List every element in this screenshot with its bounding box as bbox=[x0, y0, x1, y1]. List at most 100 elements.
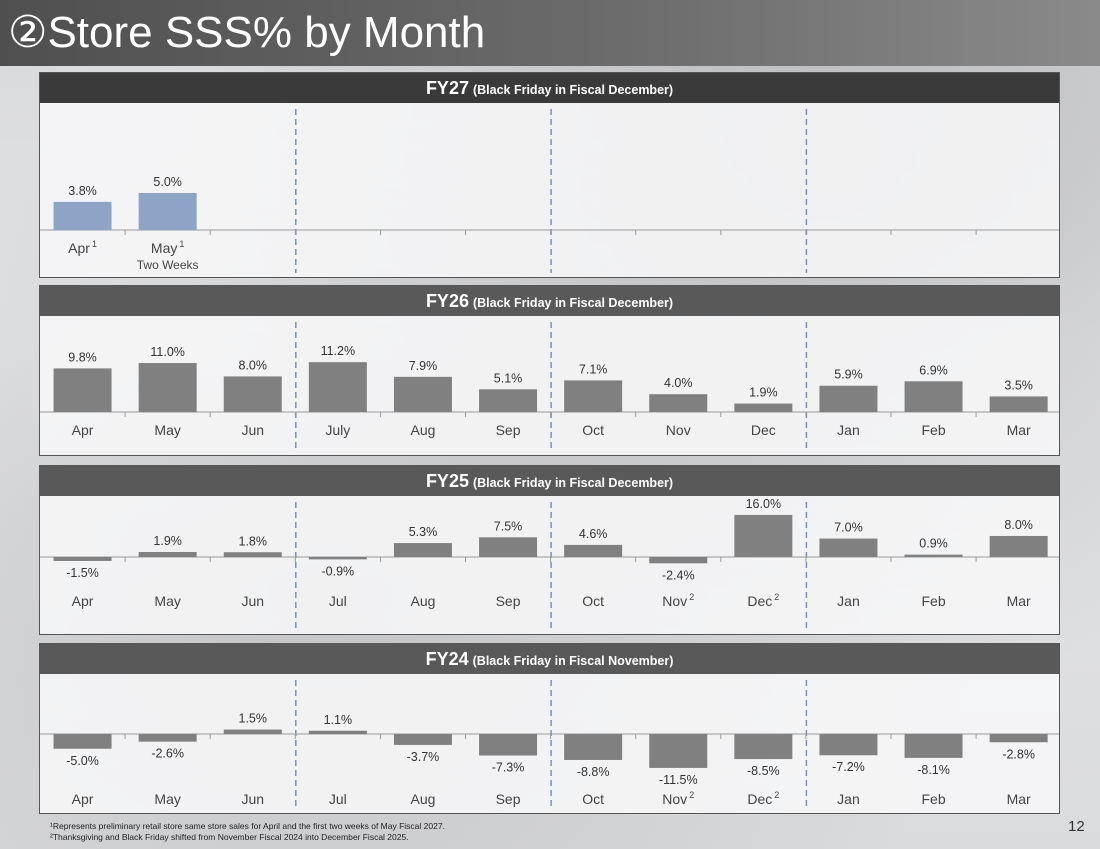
fy27-category-note-may: Two Weeks bbox=[137, 258, 199, 272]
title-bar: ②Store SSS% by Month bbox=[0, 0, 1100, 66]
fy27-panel: FY27 (Black Friday in Fiscal December) 3.… bbox=[39, 72, 1060, 278]
fy26-bar-dec bbox=[734, 403, 793, 412]
fy24-category-label-feb: Feb bbox=[921, 791, 945, 807]
fy26-bar-apr bbox=[53, 368, 112, 412]
fy24-category-label-mar: Mar bbox=[1007, 791, 1031, 807]
fy25-chart: -1.5% 1.9% 1.8% -0.9% 5.3% 7.5% 4.6% -2.4% 16.0%… bbox=[40, 497, 1059, 630]
fy27-value-label-apr: 3.8% bbox=[68, 184, 97, 198]
fy25-value-label-nov: -2.4% bbox=[662, 568, 695, 582]
fy25-value-label-oct: 4.6% bbox=[579, 527, 608, 541]
fy24-title: FY24 bbox=[425, 649, 469, 669]
fy24-bar-mar bbox=[989, 734, 1048, 743]
fy25-panel-header: FY25 (Black Friday in Fiscal December) bbox=[40, 466, 1059, 496]
fy25-category-label-dec: Dec 2 bbox=[747, 592, 779, 609]
fy25-bar-dec bbox=[734, 514, 793, 557]
fy24-category-label-dec: Dec 2 bbox=[747, 790, 779, 807]
fy25-category-label-jun: Jun bbox=[241, 593, 264, 609]
fy26-value-label-mar: 3.5% bbox=[1004, 378, 1033, 392]
fy25-value-label-dec: 16.0% bbox=[746, 497, 781, 511]
fy27-chart: 3.8% 5.0% Apr 1 May 1 Two Weeks bbox=[40, 109, 1059, 273]
fy25-value-label-apr: -1.5% bbox=[66, 566, 99, 580]
fy24-bar-nov bbox=[649, 734, 708, 768]
fy25-title: FY25 bbox=[425, 471, 469, 491]
page-title: ②Store SSS% by Month bbox=[8, 8, 486, 57]
fy25-category-label-sep: Sep bbox=[496, 593, 521, 609]
fy24-bar-jun bbox=[223, 729, 282, 734]
footnote-2: ²Thanksgiving and Black Friday shifted f… bbox=[50, 832, 409, 842]
fy26-bar-jan bbox=[819, 385, 878, 412]
fy24-value-label-dec: -8.5% bbox=[747, 764, 780, 778]
fy25-value-label-jul: -0.9% bbox=[322, 564, 355, 578]
fy26-category-label-feb: Feb bbox=[921, 422, 945, 438]
fy25-footnote-marker-dec: 2 bbox=[774, 592, 779, 602]
fy25-value-label-jan: 7.0% bbox=[834, 521, 863, 535]
fy26-value-label-oct: 7.1% bbox=[579, 362, 608, 376]
fy26-value-label-sep: 5.1% bbox=[494, 371, 523, 385]
fy24-value-label-mar: -2.8% bbox=[1002, 747, 1035, 761]
fy24-value-label-feb: -8.1% bbox=[917, 763, 950, 777]
fy26-bar-aug bbox=[393, 376, 452, 412]
fy27-bar-apr bbox=[53, 201, 112, 230]
fy25-bar-may bbox=[138, 552, 197, 557]
fy26-value-label-jan: 5.9% bbox=[834, 368, 863, 382]
fy24-category-label-nov: Nov 2 bbox=[662, 790, 694, 807]
fy26-category-label-jun: Jun bbox=[241, 422, 264, 438]
fy26-category-label-nov: Nov bbox=[666, 422, 691, 438]
fy24-chart: -5.0% -2.6% 1.5% 1.1% -3.7% -7.3% -8.8% -11.5% -… bbox=[40, 680, 1059, 809]
fy25-bar-jul bbox=[308, 557, 367, 560]
fy26-category-label-aug: Aug bbox=[410, 422, 435, 438]
fy24-bar-sep bbox=[479, 734, 538, 756]
fy25-category-label-may: May bbox=[154, 593, 180, 609]
fy24-bar-jan bbox=[819, 734, 878, 756]
fy25-value-label-mar: 8.0% bbox=[1004, 518, 1033, 532]
fy24-value-label-sep: -7.3% bbox=[492, 761, 525, 775]
fy26-bar-nov bbox=[649, 394, 708, 412]
fy25-value-label-may: 1.9% bbox=[153, 534, 182, 548]
fy24-value-label-nov: -11.5% bbox=[659, 773, 698, 787]
fy26-category-label-sep: Sep bbox=[496, 422, 521, 438]
fy25-bar-jan bbox=[819, 538, 878, 557]
fy26-bar-oct bbox=[564, 380, 623, 412]
fy26-category-label-dec: Dec bbox=[751, 422, 776, 438]
fy26-category-label-july: July bbox=[325, 422, 350, 438]
fy24-bar-jul bbox=[308, 730, 367, 734]
fy27-bar-may bbox=[138, 193, 197, 230]
fy26-category-label-may: May bbox=[154, 422, 180, 438]
fy26-value-label-aug: 7.9% bbox=[409, 359, 438, 373]
fy24-value-label-jun: 1.5% bbox=[239, 712, 268, 726]
fy26-value-label-nov: 4.0% bbox=[664, 376, 693, 390]
fy24-category-label-jun: Jun bbox=[241, 791, 264, 807]
fy27-footnote-marker-apr: 1 bbox=[92, 239, 97, 249]
fy25-panel: FY25 (Black Friday in Fiscal December) -1… bbox=[39, 465, 1060, 635]
fy27-category-label-may: May 1 bbox=[151, 239, 184, 256]
fy25-category-label-jan: Jan bbox=[837, 593, 860, 609]
fy24-panel: FY24 (Black Friday in Fiscal November) -5… bbox=[39, 643, 1060, 814]
fy25-bar-aug bbox=[393, 543, 452, 557]
fy24-subtitle: (Black Friday in Fiscal November) bbox=[472, 654, 674, 668]
fy25-category-label-feb: Feb bbox=[921, 593, 945, 609]
fy25-bar-sep bbox=[479, 537, 538, 557]
fy25-bar-oct bbox=[564, 544, 623, 557]
fy25-bar-jun bbox=[223, 552, 282, 557]
fy25-category-label-apr: Apr bbox=[72, 593, 94, 609]
fy26-category-label-oct: Oct bbox=[582, 422, 604, 438]
fy26-subtitle: (Black Friday in Fiscal December) bbox=[472, 296, 674, 310]
fy25-bar-feb bbox=[904, 554, 963, 557]
fy26-value-label-apr: 9.8% bbox=[68, 350, 97, 364]
fy24-value-label-jan: -7.2% bbox=[832, 760, 865, 774]
fy25-category-label-aug: Aug bbox=[410, 593, 435, 609]
fy26-chart: 9.8% 11.0% 8.0% 11.2% 7.9% 5.1% 7.1% 4.0% 1.9% 5.… bbox=[40, 322, 1059, 451]
fy26-panel: FY26 (Black Friday in Fiscal December) 9.… bbox=[39, 285, 1060, 456]
fy26-bar-jun bbox=[223, 376, 282, 412]
fy26-bar-july bbox=[308, 362, 367, 412]
fy25-category-label-jul: Jul bbox=[329, 593, 347, 609]
fy26-category-label-mar: Mar bbox=[1007, 422, 1031, 438]
fy25-subtitle: (Black Friday in Fiscal December) bbox=[472, 476, 674, 490]
fy24-category-label-apr: Apr bbox=[72, 791, 94, 807]
fy27-panel-header: FY27 (Black Friday in Fiscal December) bbox=[40, 73, 1059, 103]
fy26-value-label-dec: 1.9% bbox=[749, 386, 778, 400]
fy26-value-label-feb: 6.9% bbox=[919, 363, 948, 377]
fy26-bar-mar bbox=[989, 396, 1048, 412]
fy24-bar-feb bbox=[904, 734, 963, 758]
fy25-category-label-nov: Nov 2 bbox=[662, 592, 694, 609]
